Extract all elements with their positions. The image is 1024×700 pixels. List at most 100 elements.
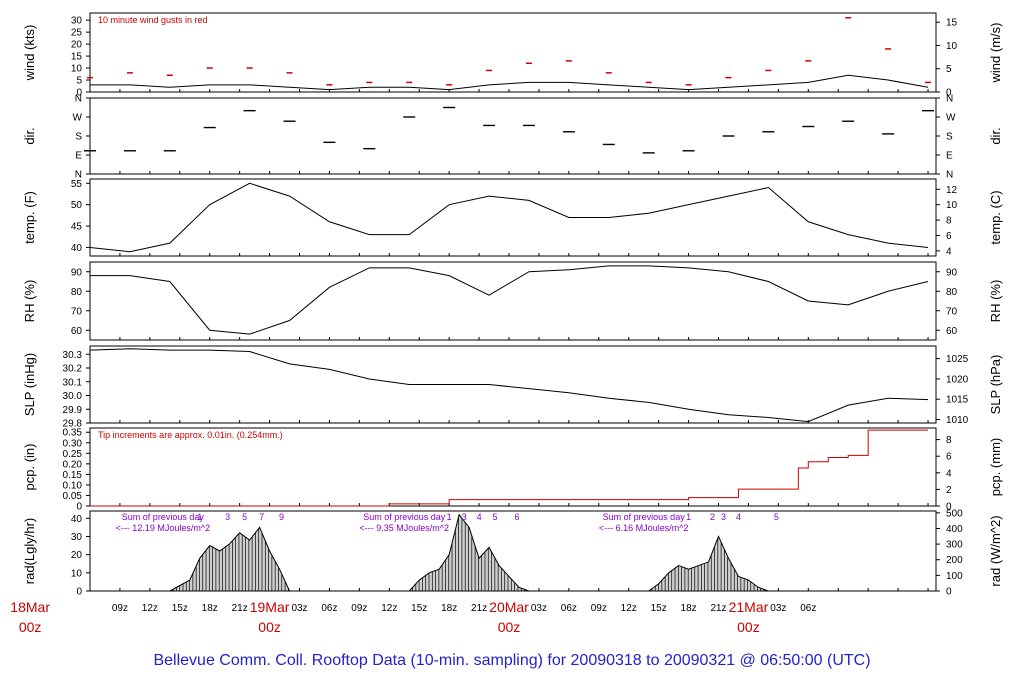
x-tick-label: 21z	[471, 603, 487, 614]
y-tick-label: 500	[946, 508, 963, 519]
rh-line	[90, 265, 929, 335]
y-tick-label: 10	[946, 41, 958, 52]
y-tick-label: 40	[71, 243, 83, 254]
y-tick-label: 30.1	[63, 377, 83, 388]
day-label: 19Mar	[250, 599, 290, 615]
y-tick-label: 0.05	[63, 491, 83, 502]
y-tick-label: N	[75, 94, 82, 105]
x-tick-label: 12z	[381, 603, 397, 614]
wind-speed-line	[90, 74, 929, 91]
x-tick-label: 06z	[561, 603, 577, 614]
y-tick-label: 29.8	[63, 419, 83, 430]
y-tick-label: W	[946, 113, 956, 124]
chart-panels: wind (kts) wind (m/s)05101520253005101510…	[22, 12, 1003, 598]
y-tick-label: 30	[71, 532, 83, 543]
time-axis: 09z 12z 15z 18z 21z 03z 06z 09z 12z 15z 18z 21z 03z 0…	[10, 599, 816, 635]
y-tick-label: 15	[71, 52, 83, 63]
y-axis-label-right: wind (m/s)	[988, 23, 1003, 84]
event-marker: 6	[514, 512, 519, 522]
y-tick-label: 29.9	[63, 405, 83, 416]
day-label-time: 00z	[737, 619, 760, 635]
event-marker: 1	[197, 512, 202, 522]
y-tick-label: 4	[946, 468, 952, 479]
y-tick-label: 0	[76, 587, 82, 598]
y-tick-label: 15	[946, 18, 958, 29]
y-tick-label: S	[946, 132, 953, 143]
x-tick-label: 12z	[621, 603, 637, 614]
y-tick-label: 60	[946, 326, 958, 337]
y-tick-label: 300	[946, 540, 963, 551]
y-tick-label: 50	[71, 200, 83, 211]
daily-sum-value: <--- 12.19 MJoules/m^2	[116, 523, 211, 533]
x-tick-label: 21z	[232, 603, 248, 614]
y-tick-label: 0	[76, 88, 82, 99]
y-axis-label-left: RH (%)	[22, 280, 37, 323]
daily-sum-value: <--- 9.35 MJoules/m^2	[359, 523, 449, 533]
y-tick-label: 12	[946, 185, 958, 196]
event-marker: 4	[736, 512, 741, 522]
y-axis-label-right: temp. (C)	[988, 190, 1003, 244]
y-tick-label: 5	[76, 76, 82, 87]
event-marker: 5	[493, 512, 498, 522]
y-axis-label-left: dir.	[22, 127, 37, 144]
y-tick-label: 0	[946, 587, 952, 598]
y-tick-label: N	[75, 170, 82, 181]
panel-annotation: Tip increments are approx. 0.01in. (0.25…	[98, 430, 283, 440]
x-tick-label: 09z	[112, 603, 128, 614]
y-tick-label: 200	[946, 555, 963, 566]
y-tick-label: N	[946, 170, 953, 181]
y-tick-label: 10	[71, 568, 83, 579]
y-tick-label: 0	[946, 502, 952, 513]
x-tick-label: 18z	[681, 603, 697, 614]
y-axis-label-right: rad (W/m^2)	[988, 515, 1003, 586]
x-tick-label: 18z	[441, 603, 457, 614]
x-tick-label: 09z	[591, 603, 607, 614]
y-tick-label: 2	[946, 485, 952, 496]
daily-sum-label: Sum of previous day	[603, 512, 686, 522]
y-tick-label: W	[73, 113, 83, 124]
y-tick-label: 0.30	[63, 438, 83, 449]
panel-annotation: 10 minute wind gusts in red	[98, 15, 208, 25]
day-label: 18Mar	[10, 599, 50, 615]
y-tick-label: 70	[946, 306, 958, 317]
y-tick-label: E	[75, 151, 82, 162]
y-tick-label: 45	[71, 222, 83, 233]
event-marker: 1	[686, 512, 691, 522]
panel-frame	[89, 12, 937, 93]
y-axis-label-right: pcp. (mm)	[988, 438, 1003, 497]
y-tick-label: 0.25	[63, 449, 83, 460]
y-tick-label: 5	[946, 64, 952, 75]
y-tick-label: 1015	[946, 395, 969, 406]
y-tick-label: 4	[946, 246, 952, 257]
x-tick-label: 15z	[651, 603, 667, 614]
y-tick-label: 60	[71, 326, 83, 337]
panel-wind: wind (kts) wind (m/s)05101520253005101510…	[22, 12, 1003, 99]
y-tick-label: 20	[71, 550, 83, 561]
y-tick-label: 30.2	[63, 364, 83, 375]
day-label: 21Mar	[729, 599, 769, 615]
panel-temp: temp. (F) temp. (C) 40 45 50 55 4 6 8 10 12	[22, 178, 1003, 257]
y-tick-label: 10	[71, 64, 83, 75]
slp-line	[89, 348, 929, 423]
event-marker: 3	[462, 512, 467, 522]
event-marker: 3	[721, 512, 726, 522]
y-tick-label: 70	[71, 306, 83, 317]
y-axis-label-right: RH (%)	[988, 280, 1003, 323]
y-tick-label: 0	[76, 502, 82, 513]
panel-rh: RH (%) RH (%) 60 70 80 90 60 70 80 90	[22, 261, 1003, 341]
y-tick-label: S	[75, 132, 82, 143]
y-tick-label: 100	[946, 571, 963, 582]
x-tick-label: 03z	[770, 603, 786, 614]
y-tick-label: 8	[946, 435, 952, 446]
y-axis-label-right: dir.	[988, 127, 1003, 144]
x-tick-label: 06z	[800, 603, 816, 614]
temp-line	[89, 182, 929, 253]
y-tick-label: 30.0	[63, 391, 83, 402]
chart-title: Bellevue Comm. Coll. Rooftop Data (10-mi…	[153, 652, 870, 669]
y-tick-label: 40	[71, 514, 83, 525]
day-label-time: 00z	[19, 619, 42, 635]
y-tick-label: 80	[71, 287, 83, 298]
y-tick-label: E	[946, 151, 953, 162]
y-tick-label: 1020	[946, 374, 969, 385]
